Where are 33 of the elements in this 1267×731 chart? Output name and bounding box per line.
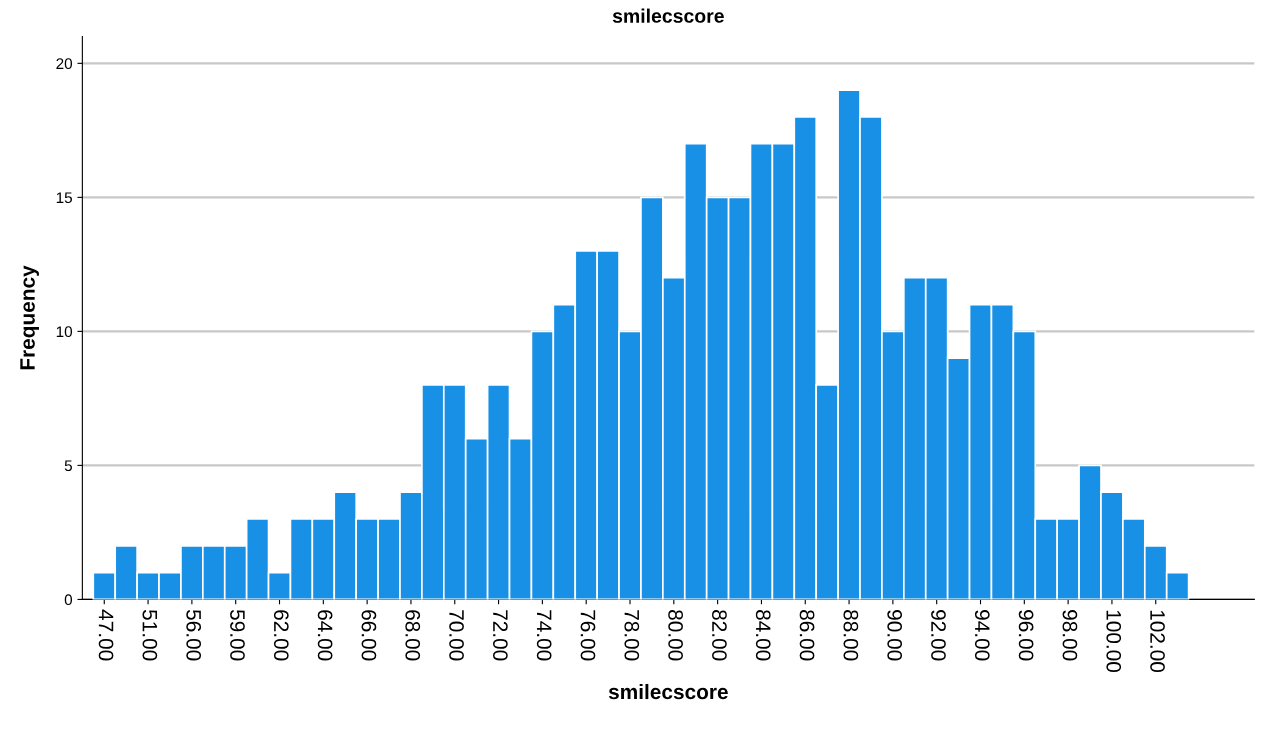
y-tick-label: 0 [64,594,73,606]
x-tick-label: 72.00 [492,610,508,661]
x-tick-label: 66.00 [361,610,377,661]
y-axis-title: Frequency [20,265,39,370]
x-tick-label: 82.00 [712,610,727,661]
y-tick-label: 15 [56,192,72,204]
x-tick-label: 92.00 [931,610,946,661]
x-tick-label: 47.00 [98,609,114,661]
y-tick-label: 10 [56,326,73,338]
x-tick-label: 62.00 [273,610,289,661]
x-tick-label: 51.00 [142,609,158,661]
x-tick-label: 76.00 [580,610,596,661]
x-tick-label: 56.00 [186,609,202,661]
x-tick-label: 98.00 [1062,610,1078,661]
x-axis-title: smilecscore [608,683,728,700]
x-tick-label: 64.00 [317,610,333,661]
x-tick-label: 74.00 [536,610,552,661]
x-tick-label: 84.00 [755,610,771,661]
chart-title: smilecscore [612,8,724,23]
x-tick-label: 96.00 [1018,610,1034,661]
x-tick-label: 80.00 [668,610,683,661]
x-tick-label: 78.00 [624,610,640,661]
x-tick-label: 102.00 [1150,610,1165,673]
x-tick-label: 100.00 [1106,610,1122,673]
x-tick-label: 70.00 [449,610,464,661]
x-tick-label: 68.00 [405,610,421,661]
x-tick-label: 94.00 [974,610,990,661]
x-tick-label: 59.00 [230,609,245,661]
x-tick-label: 88.00 [843,610,859,661]
x-tick-label: 86.00 [799,610,815,661]
y-tick-label: 20 [56,58,73,70]
x-tick-label: 90.00 [887,610,903,661]
y-tick-label: 5 [64,460,72,472]
